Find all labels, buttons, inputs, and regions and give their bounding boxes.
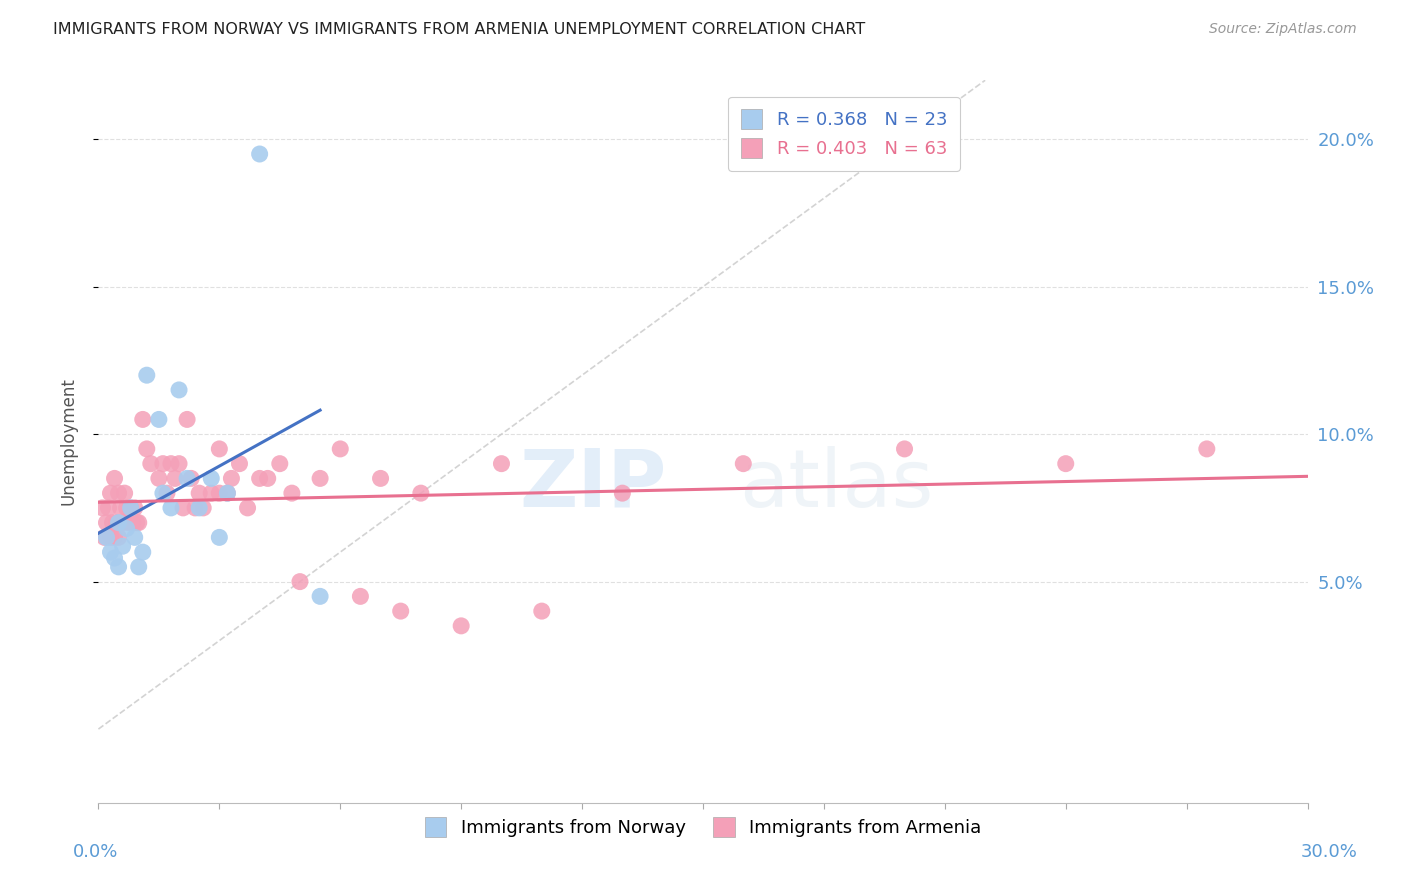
Point <box>208 486 231 500</box>
Point <box>349 590 371 604</box>
Point <box>111 516 134 530</box>
Point <box>188 486 211 500</box>
Point <box>200 486 222 500</box>
Point <box>530 604 553 618</box>
Point <box>152 457 174 471</box>
Point <box>491 457 513 471</box>
Point <box>148 471 170 485</box>
Point <box>200 471 222 485</box>
Point <box>97 500 120 515</box>
Point <box>160 500 183 515</box>
Text: 0.0%: 0.0% <box>73 843 118 861</box>
Point <box>184 500 207 515</box>
Point <box>288 574 311 589</box>
Point <box>110 500 132 515</box>
Point <box>124 500 146 515</box>
Point <box>409 486 432 500</box>
Point <box>156 486 179 500</box>
Point <box>120 500 142 515</box>
Y-axis label: Unemployment: Unemployment <box>59 377 77 506</box>
Point <box>172 500 194 515</box>
Point <box>176 412 198 426</box>
Point <box>120 500 142 515</box>
Point <box>128 560 150 574</box>
Point <box>100 486 122 500</box>
Point <box>450 619 472 633</box>
Point <box>148 412 170 426</box>
Point <box>167 457 190 471</box>
Point <box>101 516 124 530</box>
Point <box>115 522 138 536</box>
Point <box>103 551 125 566</box>
Point <box>105 516 128 530</box>
Point <box>193 500 215 515</box>
Point <box>309 590 332 604</box>
Point <box>236 500 259 515</box>
Point <box>135 368 157 383</box>
Point <box>163 471 186 485</box>
Point <box>135 442 157 456</box>
Point <box>107 516 129 530</box>
Point <box>124 530 146 544</box>
Point <box>132 545 155 559</box>
Point <box>152 486 174 500</box>
Point <box>91 500 114 515</box>
Point <box>128 516 150 530</box>
Point <box>139 457 162 471</box>
Point <box>612 486 634 500</box>
Point <box>107 486 129 500</box>
Point <box>228 457 250 471</box>
Point <box>249 471 271 485</box>
Point <box>217 486 239 500</box>
Point <box>249 147 271 161</box>
Point <box>111 539 134 553</box>
Point <box>132 412 155 426</box>
Text: Source: ZipAtlas.com: Source: ZipAtlas.com <box>1209 22 1357 37</box>
Point <box>1195 442 1218 456</box>
Point <box>100 530 122 544</box>
Point <box>180 471 202 485</box>
Point <box>115 500 138 515</box>
Point <box>121 516 143 530</box>
Point <box>329 442 352 456</box>
Point <box>217 486 239 500</box>
Point <box>103 530 125 544</box>
Point <box>125 516 148 530</box>
Point <box>167 383 190 397</box>
Point <box>208 530 231 544</box>
Point <box>269 457 291 471</box>
Point <box>96 530 118 544</box>
Point <box>309 471 332 485</box>
Point <box>93 530 115 544</box>
Point <box>208 442 231 456</box>
Point <box>107 560 129 574</box>
Point <box>256 471 278 485</box>
Legend: Immigrants from Norway, Immigrants from Armenia: Immigrants from Norway, Immigrants from … <box>413 806 993 848</box>
Point <box>733 457 755 471</box>
Text: ZIP: ZIP <box>519 446 666 524</box>
Point <box>114 486 136 500</box>
Point <box>160 457 183 471</box>
Point <box>118 516 141 530</box>
Point <box>1054 457 1077 471</box>
Text: 30.0%: 30.0% <box>1301 843 1357 861</box>
Point <box>188 500 211 515</box>
Point <box>221 471 243 485</box>
Point <box>100 545 122 559</box>
Point <box>96 516 118 530</box>
Point <box>107 530 129 544</box>
Point <box>389 604 412 618</box>
Point <box>370 471 392 485</box>
Text: IMMIGRANTS FROM NORWAY VS IMMIGRANTS FROM ARMENIA UNEMPLOYMENT CORRELATION CHART: IMMIGRANTS FROM NORWAY VS IMMIGRANTS FRO… <box>53 22 866 37</box>
Text: atlas: atlas <box>740 446 934 524</box>
Point <box>893 442 915 456</box>
Point <box>103 471 125 485</box>
Point <box>281 486 304 500</box>
Point <box>176 471 198 485</box>
